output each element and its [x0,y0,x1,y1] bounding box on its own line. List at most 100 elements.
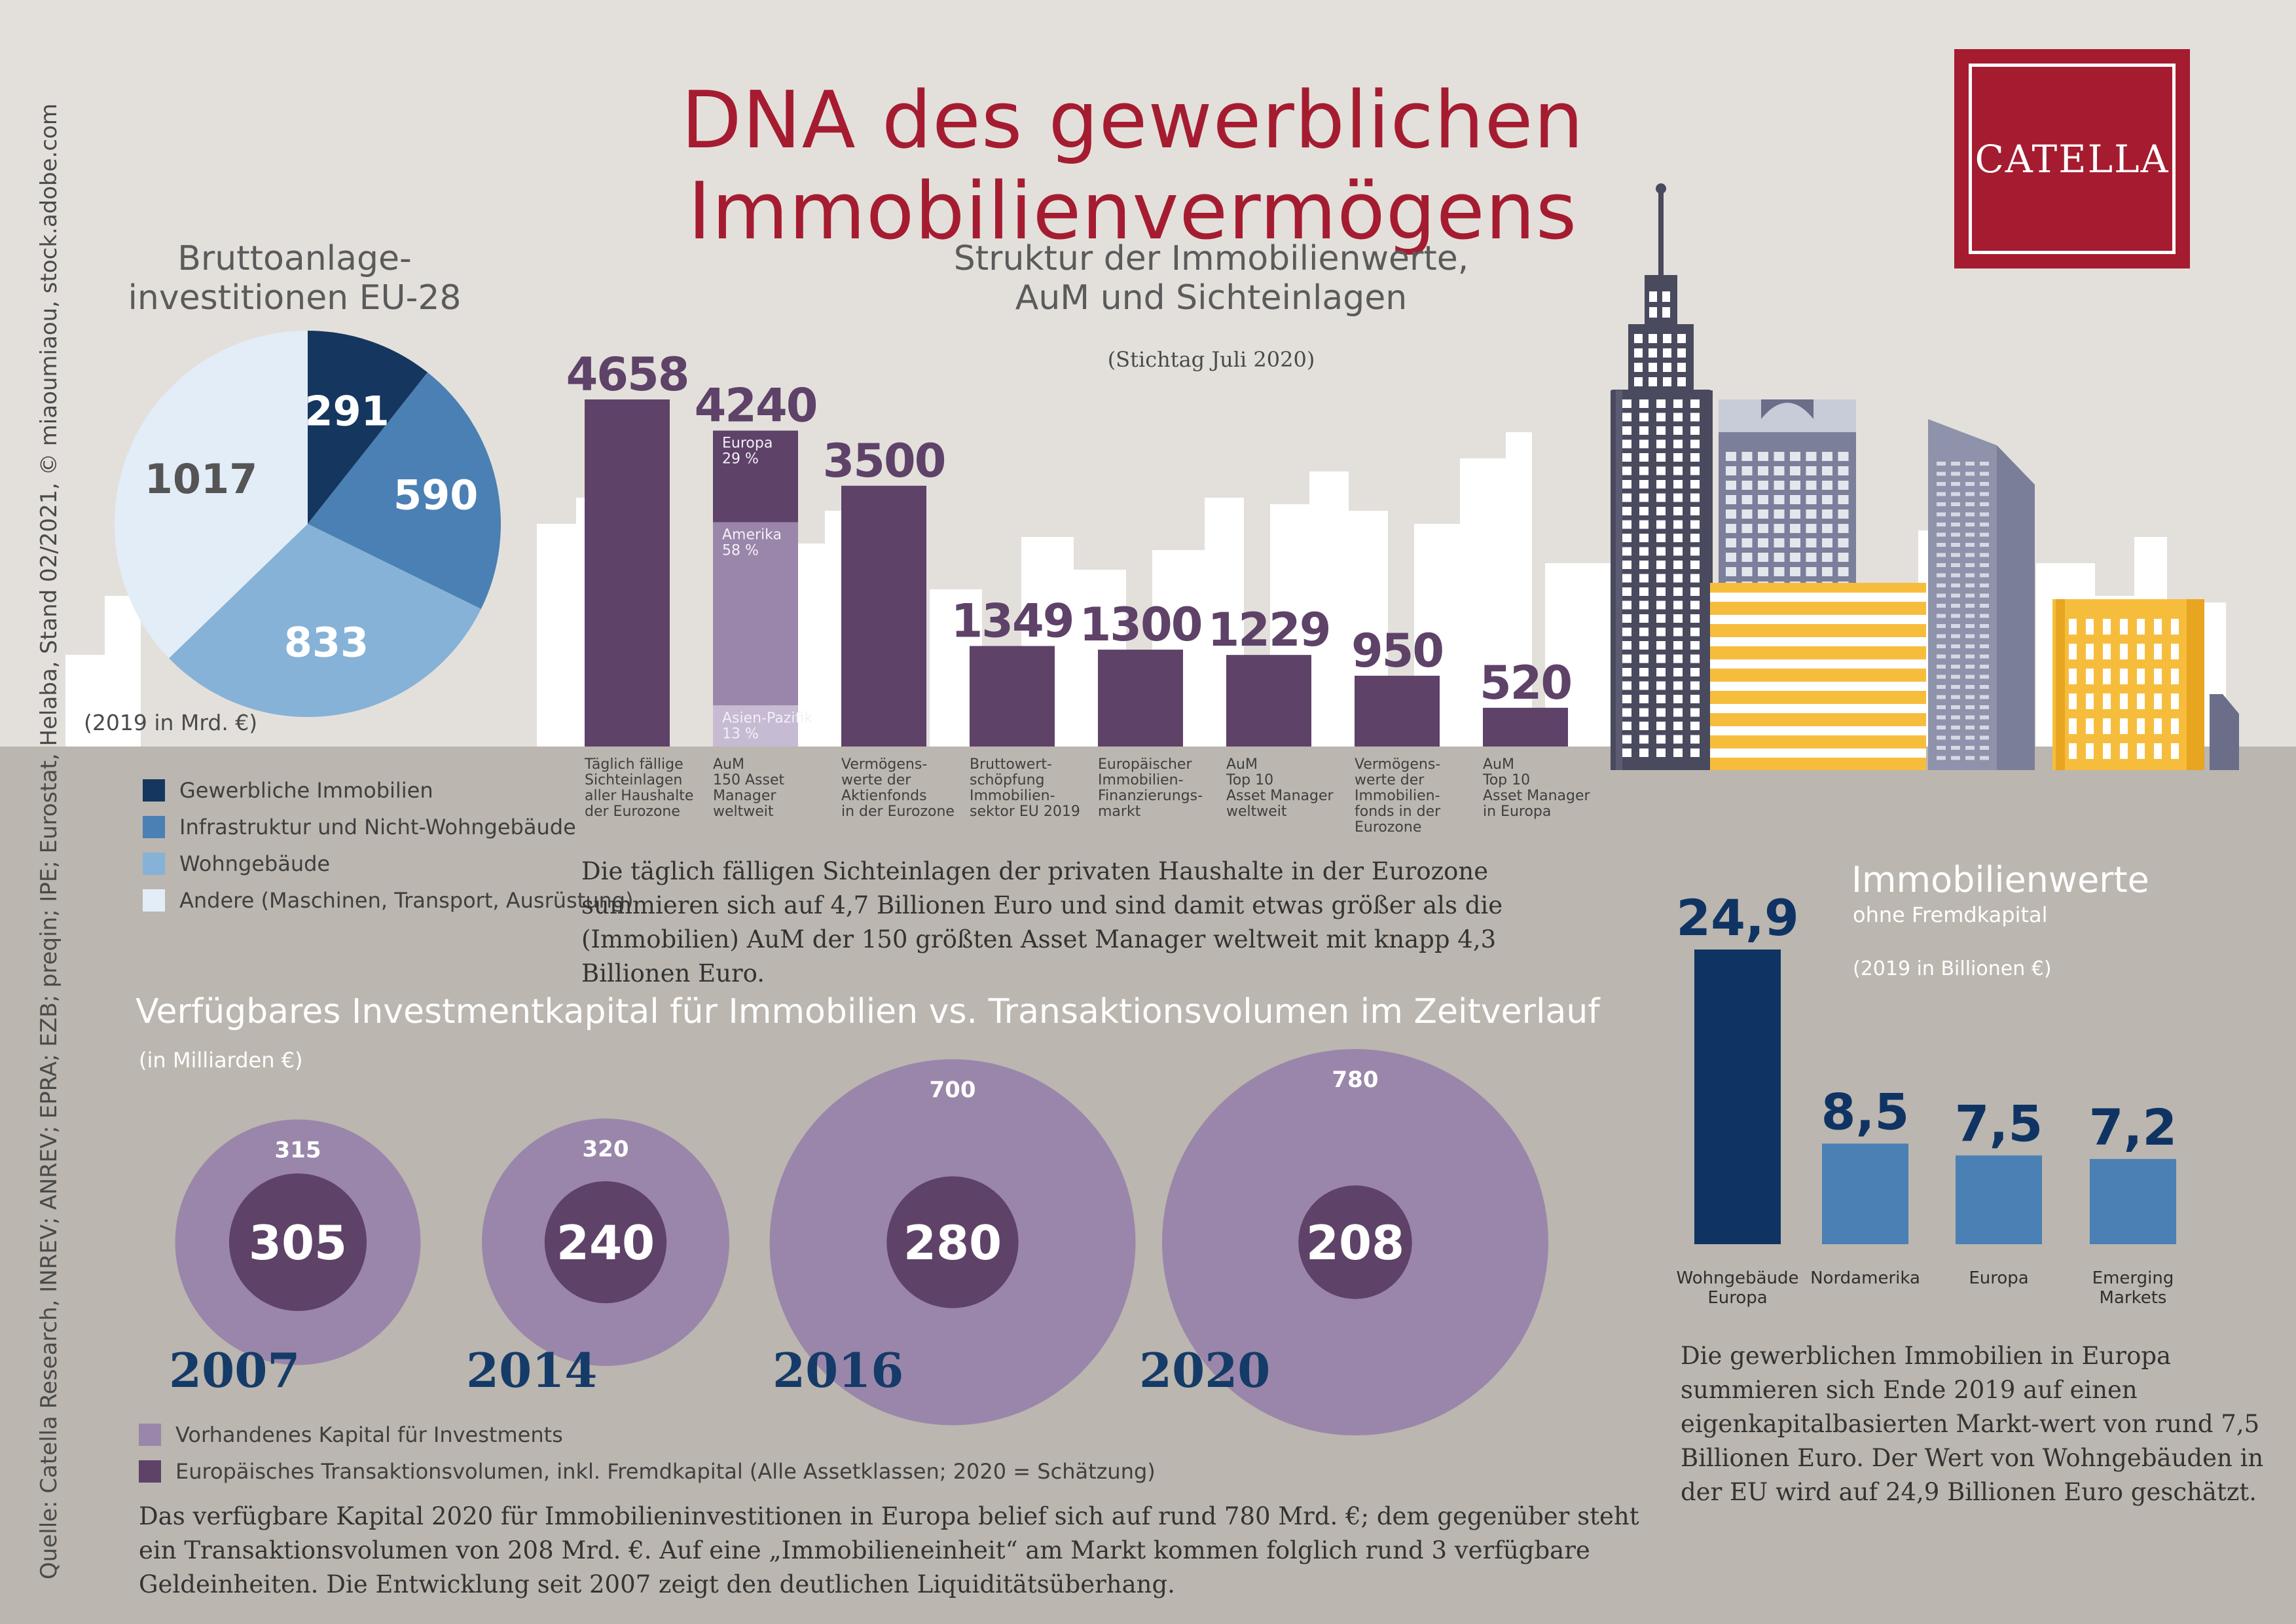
bar-category-label: Europäischer Immobilien-Finanzierungs-mar… [1098,756,1203,820]
pie-note: (2019 in Mrd. €) [84,710,258,735]
stacked-bar-segment [713,430,798,523]
bar-category-label: AuM 150 Asset Manager weltweit [713,756,784,820]
transaction-value-label: 208 [1306,1215,1404,1270]
stacked-bar-segment [713,705,798,747]
pie-slice [169,524,481,717]
bar-value-label: 1349 [951,595,1074,648]
values-subtitle: ohne Fremdkapital [1853,902,2048,927]
segment-label: Asien-Pazifik 13 % [722,710,812,742]
value-bar [1822,1143,1908,1244]
structure-bar-chart: 4658 Täglich fällige Sichteinlagen aller Ha… [566,348,1591,836]
capital-value-label: 315 [275,1137,321,1164]
bar-category-label: AuM Top 10 Asset Manager weltweit [1226,756,1334,820]
pie-value-label: 590 [393,471,478,519]
logo-text: CATELLA [1975,136,2170,181]
bar-category-label: Emerging Markets [2092,1268,2174,1308]
segment-label: Europa 29 % [722,435,773,468]
transaction-bubble [229,1173,367,1311]
bar-value-label: 520 [1480,656,1571,710]
legend-item-residential: Wohngebäude [143,851,634,876]
bar-value-label: 7,2 [2089,1098,2178,1156]
bar-value-label: 1229 [1208,603,1330,657]
structure-bar [1098,650,1183,747]
transaction-bubble [544,1181,667,1304]
pie-legend: Gewerbliche Immobilien Infrastruktur und… [143,778,634,913]
bubble-chart: 315 305 2007 320 240 2014 700 280 2016 780 208 2020 [169,1049,1548,1435]
legend-item-capital: Vorhandenes Kapital für Investments [139,1422,1156,1447]
capital-subtitle: (in Milliarden €) [139,1048,303,1073]
glass-tower-right [1928,419,2035,770]
building-yellow-right [2052,599,2239,770]
legend-label: Andere (Maschinen, Transport, Ausrüstung… [179,888,634,913]
year-label: 2020 [1139,1342,1270,1398]
year-label: 2014 [466,1342,597,1398]
legend-label: Infrastruktur und Nicht-Wohngebäude [179,815,576,840]
building-yellow-left [1710,583,1926,770]
transaction-bubble [1298,1185,1412,1299]
skyscraper-left [1611,183,1713,770]
pie-slice [308,372,501,609]
structure-title: Struktur der Immobilienwerte, AuM und Si… [953,239,1469,318]
values-paragraph: Die gewerblichen Immobilien in Europa su… [1681,1342,2264,1506]
bar-value-label: 1300 [1080,598,1202,652]
value-bar [1956,1155,2042,1244]
value-bar [1694,950,1781,1244]
bar-value-label: 7,5 [1955,1094,2043,1153]
bar-value-label: 4658 [566,348,689,401]
structure-subtitle: (Stichtag Juli 2020) [1107,347,1315,372]
capital-value-label: 700 [930,1077,976,1103]
capital-paragraph: Das verfügbare Kapital 2020 für Immobili… [139,1502,1639,1598]
bar-value-label: 950 [1351,624,1443,678]
pie-slice [308,331,428,524]
bar-category-label: Bruttowert-schöpfung Immobilien-sektor EU… [970,756,1080,820]
capital-legend: Vorhandenes Kapital für Investments Euro… [139,1422,1156,1484]
values-bar-chart: 24,9 Wohngebäude Europa 8,5 Nordamerika 7,5 Eu… [1676,889,2177,1308]
bar-category-label: Vermögens-werte der Aktienfonds in der Eur… [841,756,955,820]
legend-label: Gewerbliche Immobilien [179,778,433,803]
structure-bar [585,399,670,747]
stacked-bar-segment [713,522,798,706]
bar-category-label: AuM Top 10 Asset Manager in Europa [1482,756,1591,820]
pie-title: Bruttoanlage- investitionen EU-28 [128,239,462,318]
structure-bar [1483,707,1568,747]
bar-category-label: Nordamerika [1810,1268,1920,1288]
bar-value-label: 3500 [823,434,945,488]
page-title: DNA des gewerblichen Immobilienvermögens [681,75,1584,257]
bar-value-label: 8,5 [1821,1082,1910,1141]
capital-value-label: 780 [1332,1067,1379,1093]
legend-swatch [139,1424,161,1446]
pie-value-label: 291 [304,387,389,435]
structure-paragraph: Die täglich fälligen Sichteinlagen der p… [581,857,1503,987]
capital-value-label: 320 [583,1136,629,1162]
capital-title: Verfügbares Investmentkapital für Immobi… [136,992,1600,1031]
segment-label: Amerika 58 % [722,526,782,559]
transaction-value-label: 280 [903,1215,1002,1270]
year-label: 2016 [773,1342,903,1398]
legend-swatch [143,816,165,838]
bar-category-label: Wohngebäude Europa [1677,1268,1799,1308]
values-note: (2019 in Billionen €) [1853,957,2052,980]
transaction-value-label: 305 [249,1215,347,1270]
bar-value-label: 4240 [695,379,817,433]
legend-item-transactions: Europäisches Transaktionsvolumen, inkl. … [139,1459,1156,1484]
structure-bar [970,646,1055,747]
legend-swatch [143,889,165,912]
legend-label: Vorhandenes Kapital für Investments [175,1422,563,1447]
structure-bar [841,485,926,747]
legend-swatch [143,853,165,875]
pie-value-label: 1017 [145,455,258,503]
legend-label: Wohngebäude [179,851,331,876]
source-note: Quelle: Catella Research, INREV; ANREV; … [36,103,62,1579]
structure-bar [1226,655,1311,747]
pie-value-label: 833 [284,619,369,667]
transaction-value-label: 240 [556,1215,655,1270]
legend-label: Europäisches Transaktionsvolumen, inkl. … [175,1459,1156,1484]
bar-value-label: 24,9 [1676,889,1799,947]
legend-item-commercial: Gewerbliche Immobilien [143,778,634,803]
bar-category-label: Vermögens-werte der Immobilien-fonds in d… [1355,756,1441,836]
structure-bar [1355,675,1440,747]
year-label: 2007 [169,1342,300,1398]
value-bar [2090,1158,2176,1244]
